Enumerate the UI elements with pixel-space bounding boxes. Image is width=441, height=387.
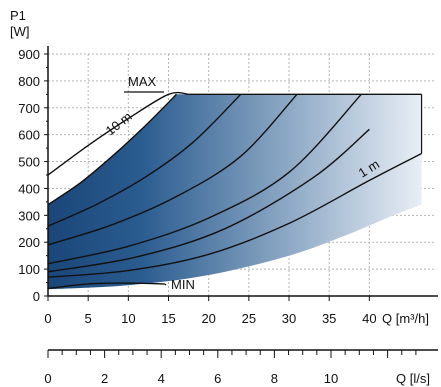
x-tick-label-m3h: 5 [85, 311, 92, 326]
x-axis-label-m3h: Q [m³/h] [382, 311, 429, 326]
operating-area [48, 94, 422, 290]
x-axis-label-ls: Q [l/s] [396, 371, 430, 386]
curve-min [48, 282, 165, 290]
y-tick-label: 0 [33, 289, 40, 304]
curve-5 [48, 128, 370, 273]
y-tick-label: 400 [18, 181, 40, 196]
y-axis-label-line2: [W] [10, 24, 30, 39]
x-tick-label-m3h: 30 [282, 311, 296, 326]
min-leader [164, 283, 167, 286]
label-min: MIN [171, 277, 195, 292]
x-tick-label-m3h: 0 [44, 311, 51, 326]
curve-1-m [48, 152, 422, 278]
x-tick-label-ls: 6 [214, 371, 221, 386]
y-tick-label: 100 [18, 262, 40, 277]
x-tick-label-m3h: 25 [242, 311, 256, 326]
y-tick-label: 200 [18, 235, 40, 250]
curve-10-m [48, 93, 177, 206]
curve-3 [48, 93, 298, 246]
x-tick-label-m3h: 35 [322, 311, 336, 326]
label-max: MAX [128, 74, 157, 89]
x-tick-label-m3h: 40 [362, 311, 376, 326]
x-tick-label-ls: 2 [101, 371, 108, 386]
curve-2 [48, 93, 242, 227]
curve-4 [48, 93, 362, 265]
y-tick-label: 800 [18, 74, 40, 89]
y-tick-label: 900 [18, 47, 40, 62]
x-tick-label-m3h: 10 [121, 311, 135, 326]
y-tick-label: 700 [18, 101, 40, 116]
label-10m: 10 m [103, 109, 135, 139]
x-tick-label-ls: 10 [324, 371, 338, 386]
x-tick-label-ls: 8 [271, 371, 278, 386]
curves [48, 91, 423, 290]
y-tick-label: 300 [18, 208, 40, 223]
y-tick-label: 500 [18, 155, 40, 170]
curve-max [48, 91, 189, 176]
y-tick-label: 600 [18, 128, 40, 143]
x-tick-label-ls: 4 [158, 371, 165, 386]
x-tick-label-m3h: 15 [161, 311, 175, 326]
x-tick-label-m3h: 20 [201, 311, 215, 326]
y-axis-label-line1: P1 [10, 8, 26, 23]
x-tick-label-ls: 0 [44, 371, 51, 386]
